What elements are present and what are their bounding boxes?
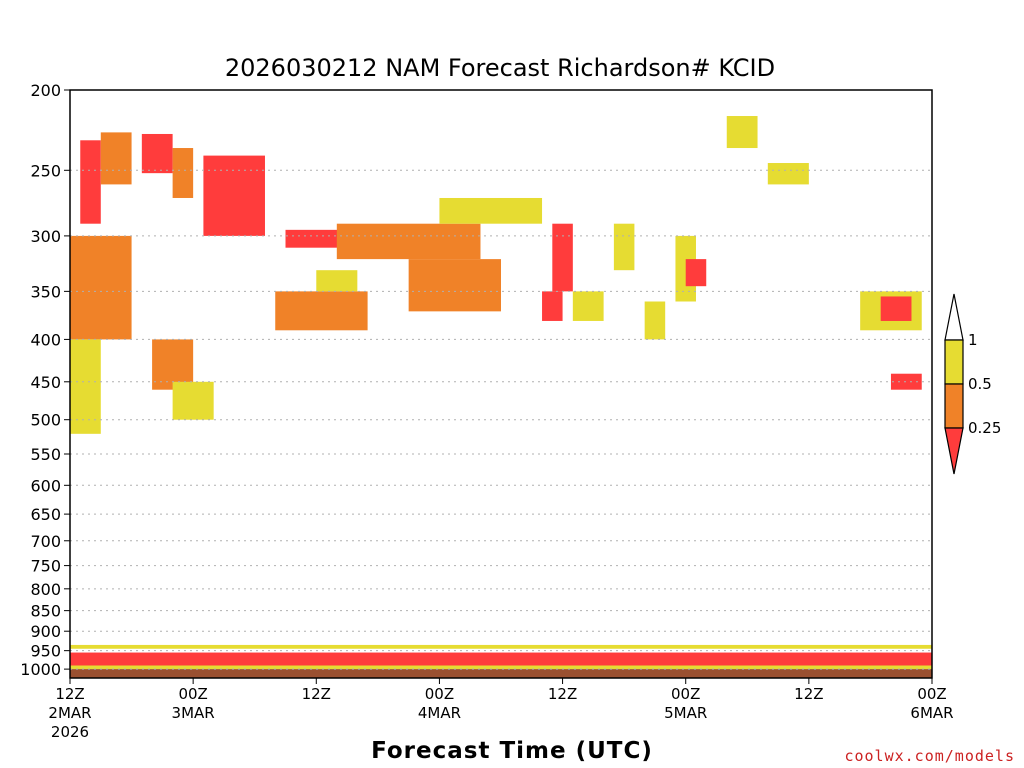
heatmap-cell [70, 665, 932, 670]
y-axis: 200 250 300 350 400 450 500 550 600 650 700 750 800 8… [20, 81, 70, 679]
colorbar-label: 1 [968, 331, 978, 349]
x-tick-label: 12Z [548, 685, 577, 703]
colorbar-label: 0.5 [968, 375, 992, 393]
y-tick-label: 300 [30, 227, 61, 246]
heatmap-cell [552, 223, 573, 292]
x-tick-label: 12Z [794, 685, 823, 703]
heatmap-cell [685, 259, 707, 287]
heatmap-cell [439, 197, 543, 224]
heatmap-cells [70, 116, 932, 670]
x-tick-label: 4MAR [418, 704, 461, 722]
x-tick-label: 12Z [302, 685, 331, 703]
x-tick-label: 00Z [178, 685, 207, 703]
y-tick-label: 950 [30, 642, 61, 661]
heatmap-cell [203, 155, 265, 236]
heatmap-cell [80, 140, 101, 224]
y-tick-label: 800 [30, 580, 61, 599]
heatmap-cell [316, 270, 358, 292]
colorbar-segment [944, 383, 964, 429]
x-tick-label: 00Z [425, 685, 454, 703]
heatmap-cell [726, 116, 758, 149]
y-tick-label: 250 [30, 161, 61, 180]
heatmap-cell [644, 301, 666, 340]
y-tick-label: 750 [30, 557, 61, 576]
y-tick-label: 850 [30, 602, 61, 621]
heatmap-cell [141, 133, 173, 174]
x-axis-label: Forecast Time (UTC) [371, 738, 653, 764]
x-tick-label: 00Z [917, 685, 946, 703]
y-tick-label: 1000 [20, 660, 61, 679]
x-tick-label: 5MAR [664, 704, 707, 722]
heatmap-cell [172, 148, 194, 198]
heatmap-cell [172, 381, 214, 420]
heatmap-cell [880, 296, 912, 321]
colorbar-segment-top [944, 293, 964, 341]
below-ground-band [70, 669, 932, 678]
chart-title: 2026030212 NAM Forecast Richardson# KCID [225, 54, 775, 82]
y-tick-label: 900 [30, 622, 61, 641]
source-label: coolwx.com/models [844, 747, 1015, 765]
x-tick-label: 2MAR [48, 704, 91, 722]
y-tick-label: 400 [30, 330, 61, 349]
colorbar-label: 0.25 [968, 419, 1001, 437]
y-tick-label: 450 [30, 373, 61, 392]
heatmap-cell [70, 235, 132, 340]
y-tick-label: 650 [30, 505, 61, 524]
plot-frame [69, 89, 933, 679]
y-tick-label: 550 [30, 445, 61, 464]
heatmap-cell [613, 223, 635, 271]
heatmap-cell [70, 652, 932, 666]
heatmap-cell [408, 259, 501, 312]
colorbar-segment [944, 339, 964, 385]
heatmap-cell [100, 132, 132, 185]
y-tick-label: 200 [30, 81, 61, 100]
heatmap-cell [285, 229, 348, 248]
x-tick-label: 3MAR [172, 704, 215, 722]
x-tick-label: 00Z [671, 685, 700, 703]
y-tick-label: 500 [30, 411, 61, 430]
heatmap-cell [542, 291, 563, 321]
heatmap-cell [890, 373, 922, 390]
heatmap-cell [70, 644, 932, 649]
colorbar-segment-bottom [944, 427, 964, 475]
heatmap-cell [275, 291, 368, 331]
x-tick-label: 2026 [51, 723, 89, 741]
heatmap-cell [70, 339, 101, 434]
heatmap-cell [572, 291, 604, 321]
y-tick-label: 350 [30, 282, 61, 301]
y-tick-label: 700 [30, 532, 61, 551]
heatmap-cell [767, 163, 809, 185]
heatmap-cell [336, 223, 481, 260]
y-tick-label: 600 [30, 476, 61, 495]
x-tick-label: 6MAR [910, 704, 953, 722]
x-tick-label: 12Z [55, 685, 84, 703]
colorbar: 1 0.5 0.25 [944, 293, 1001, 475]
